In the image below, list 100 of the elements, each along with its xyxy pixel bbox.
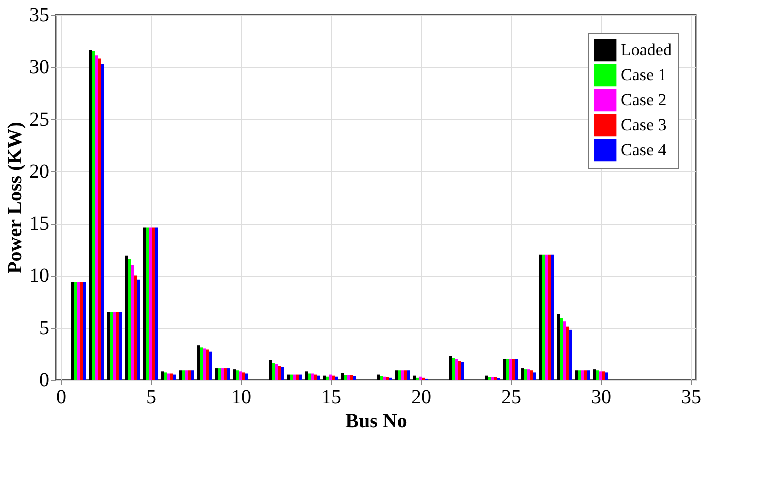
bar [102, 64, 104, 380]
bar [420, 376, 422, 380]
bar [218, 368, 222, 380]
bar [188, 370, 192, 380]
bar [566, 326, 570, 380]
bar [540, 254, 542, 380]
bar [354, 376, 356, 380]
bar [308, 374, 312, 380]
y-tick-label: 35 [30, 4, 50, 26]
bar [290, 374, 294, 380]
bar [504, 359, 506, 380]
bar [296, 374, 300, 380]
bar [110, 312, 114, 380]
x-tick-label: 25 [502, 386, 522, 408]
bar [510, 359, 512, 380]
bar [186, 370, 188, 380]
bar [126, 256, 128, 380]
x-axis-title: Bus No [346, 410, 408, 432]
bar [570, 330, 572, 380]
bar [530, 370, 534, 380]
bar [234, 370, 236, 380]
bar [342, 373, 344, 380]
bar [516, 359, 518, 380]
bar [192, 370, 194, 380]
bar [246, 374, 248, 380]
bar [90, 50, 92, 380]
bar [414, 376, 416, 380]
bar [216, 368, 218, 380]
bar [198, 346, 200, 380]
bar [204, 348, 206, 380]
bar [146, 228, 150, 380]
bar [582, 370, 584, 380]
bar [512, 359, 516, 380]
x-tick-label: 20 [412, 386, 432, 408]
bar [408, 370, 410, 380]
bar [312, 374, 314, 380]
bar [324, 376, 326, 380]
bar [270, 360, 272, 380]
bar [132, 265, 134, 380]
bar [350, 375, 354, 380]
bar [272, 363, 276, 380]
bar [200, 348, 204, 380]
bar [398, 370, 402, 380]
bar [404, 370, 408, 380]
bar [488, 377, 492, 380]
bar [336, 376, 338, 380]
bar [546, 254, 548, 380]
bar [486, 376, 488, 380]
bar [402, 370, 404, 380]
bar [236, 370, 240, 380]
bar [396, 370, 398, 380]
bar [524, 370, 528, 380]
x-tick-label: 10 [232, 386, 252, 408]
bar [300, 374, 302, 380]
bar [326, 376, 330, 380]
bar [156, 228, 158, 380]
x-tick-label: 15 [322, 386, 342, 408]
bar [492, 377, 494, 380]
bar [222, 368, 224, 380]
bar [348, 375, 350, 380]
y-tick-label: 10 [30, 265, 50, 288]
bar [330, 374, 332, 380]
bar [306, 372, 308, 380]
x-tick-label: 0 [56, 386, 66, 408]
bar [278, 366, 282, 380]
bar [182, 370, 186, 380]
bar [116, 312, 120, 380]
bar [380, 376, 384, 380]
bar [600, 372, 602, 380]
y-tick-label: 0 [40, 370, 50, 392]
bar [384, 376, 386, 380]
bar [170, 374, 174, 380]
bar [564, 322, 566, 380]
bar [162, 372, 164, 380]
bar [96, 56, 98, 380]
bar [174, 374, 176, 380]
bar [150, 228, 152, 380]
bar [224, 368, 228, 380]
bar [210, 352, 212, 380]
bar [74, 282, 78, 380]
bar [282, 367, 284, 380]
bar [318, 376, 320, 380]
bar [92, 52, 96, 380]
bar [276, 364, 278, 380]
bar [72, 282, 74, 380]
y-tick-label: 15 [30, 213, 50, 236]
bar [522, 368, 524, 380]
bar [78, 282, 80, 380]
y-tick-label: 20 [30, 160, 50, 183]
bar [456, 359, 458, 380]
bar [134, 276, 138, 380]
bar [548, 254, 552, 380]
bar [450, 356, 452, 380]
y-axis-title: Power Loss (KW) [4, 122, 26, 274]
bar [114, 312, 116, 380]
bar [240, 372, 242, 380]
bar [378, 374, 380, 380]
bar [228, 368, 230, 380]
bar [558, 314, 560, 380]
bar [138, 280, 140, 380]
